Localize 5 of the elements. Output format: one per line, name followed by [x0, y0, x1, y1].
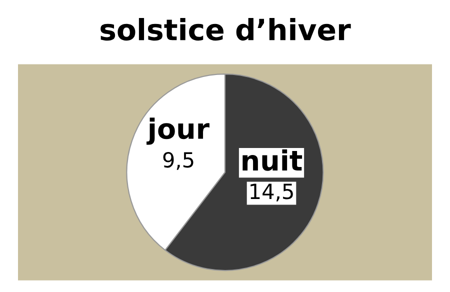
slice-label: jour: [146, 118, 210, 145]
data-label: 14,5: [250, 184, 293, 202]
data-label: 9,5: [163, 152, 194, 170]
chart-title: solstice d’hiver: [100, 18, 351, 41]
slice-label: nuit: [242, 149, 302, 171]
